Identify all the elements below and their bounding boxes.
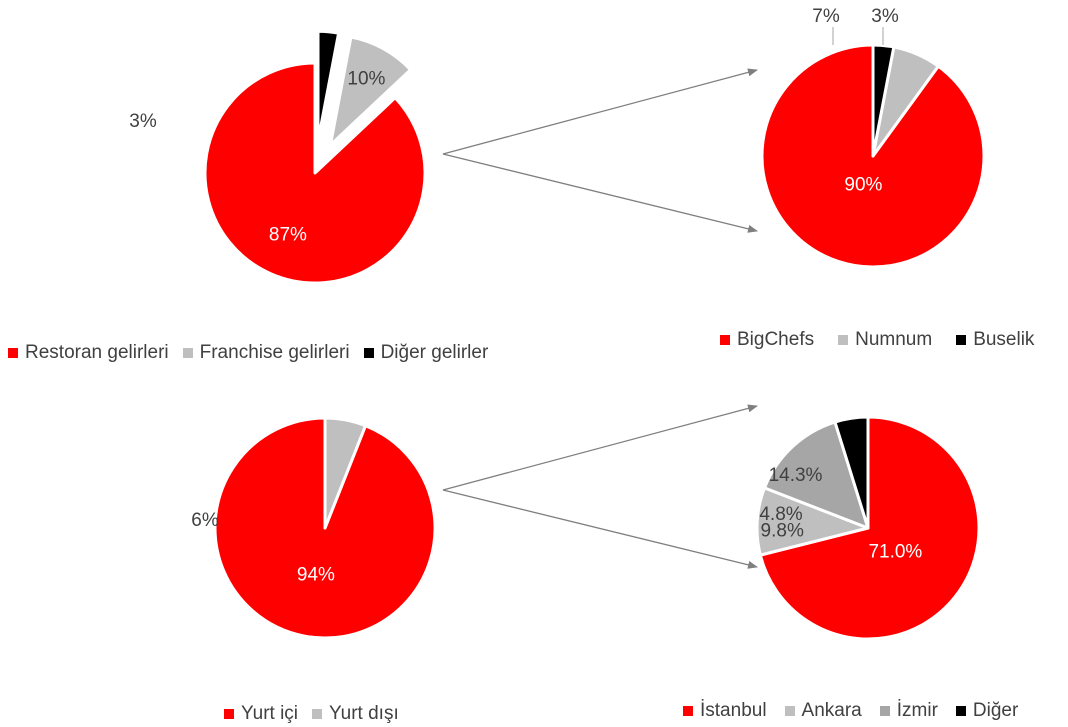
legend-item: Buselik — [956, 329, 1034, 351]
pie-chart-restaurant-brands: 90% 7% 3% — [760, 6, 986, 269]
legend-swatch — [956, 335, 967, 345]
legend-label: BigChefs — [737, 329, 815, 350]
legend-label: Restoran gelirleri — [25, 342, 169, 363]
legend-item: Numnum — [838, 329, 932, 351]
legend-item: Restoran gelirleri — [8, 342, 169, 364]
legend-swatch — [784, 706, 795, 716]
legend-label: Ankara — [801, 700, 862, 721]
pie-chart-domestic-foreign: 94% 6% — [191, 416, 437, 640]
legend-label: Buselik — [973, 329, 1035, 350]
legend-label: Yurt dışı — [329, 703, 399, 724]
data-label: 90% — [844, 175, 882, 196]
legend-item: Yurt içi — [224, 703, 298, 725]
legend-restaurant-brands: BigChefs Numnum Buselik — [720, 329, 1034, 351]
connector-arrow — [442, 153, 758, 233]
pie-chart-cities: 71.0% 9.8% 14.3% 4.8% — [755, 415, 981, 641]
pie-slice — [323, 416, 367, 530]
pie-chart-revenue-sources: 87% 10% 3% — [129, 29, 427, 285]
legend-item: Diğer — [955, 700, 1019, 722]
data-label: 14.3% — [769, 465, 823, 486]
pie-slice — [871, 43, 896, 158]
connector-arrow — [442, 489, 758, 569]
data-label: 3% — [871, 6, 899, 27]
legend-item: BigChefs — [720, 329, 814, 351]
legend-cities: İstanbul Ankara İzmir Diğer — [683, 700, 1036, 722]
legend-swatch — [8, 348, 18, 358]
legend-swatch — [683, 706, 693, 716]
legend-label: Yurt içi — [241, 703, 299, 724]
legend-item: İstanbul — [683, 700, 767, 722]
legend-swatch — [182, 348, 193, 358]
data-label: 10% — [347, 69, 385, 90]
data-label: 3% — [129, 111, 157, 132]
legend-domestic-foreign: Yurt içi Yurt dışı — [224, 703, 399, 725]
pie-slice — [758, 415, 981, 641]
pie-slice — [328, 35, 413, 147]
legend-swatch — [224, 709, 234, 719]
data-label: 87% — [269, 225, 307, 246]
legend-swatch — [720, 335, 730, 345]
data-label: 4.8% — [759, 504, 802, 525]
data-label: 9.8% — [761, 520, 804, 541]
legend-item: Yurt dışı — [312, 703, 399, 725]
legend-swatch — [312, 709, 323, 719]
legend-swatch — [879, 706, 890, 716]
legend-revenue-sources: Restoran gelirleri Franchise gelirleri D… — [8, 342, 488, 364]
connector-arrow — [442, 404, 758, 491]
legend-item: Diğer gelirler — [363, 342, 489, 364]
legend-label: Diğer gelirler — [380, 342, 489, 363]
legend-label: Diğer — [972, 700, 1019, 721]
connector-arrow — [442, 68, 758, 155]
legend-item: İzmir — [879, 700, 938, 722]
legend-swatch — [838, 335, 849, 345]
legend-swatch — [363, 348, 374, 358]
pie-slice — [316, 29, 341, 143]
legend-label: Numnum — [855, 329, 933, 350]
legend-item: Ankara — [784, 700, 862, 722]
legend-label: İzmir — [896, 700, 938, 721]
legend-label: Franchise gelirleri — [199, 342, 350, 363]
legend-swatch — [955, 706, 966, 716]
pie-slice — [203, 61, 427, 285]
data-label: 7% — [812, 6, 840, 27]
pie-slice — [833, 415, 870, 530]
connector-arrows — [442, 68, 758, 569]
legend-item: Franchise gelirleri — [182, 342, 350, 364]
data-label: 6% — [191, 510, 219, 531]
legend-label: İstanbul — [700, 700, 767, 721]
data-label: 94% — [297, 565, 335, 586]
data-label: 71.0% — [868, 542, 922, 563]
